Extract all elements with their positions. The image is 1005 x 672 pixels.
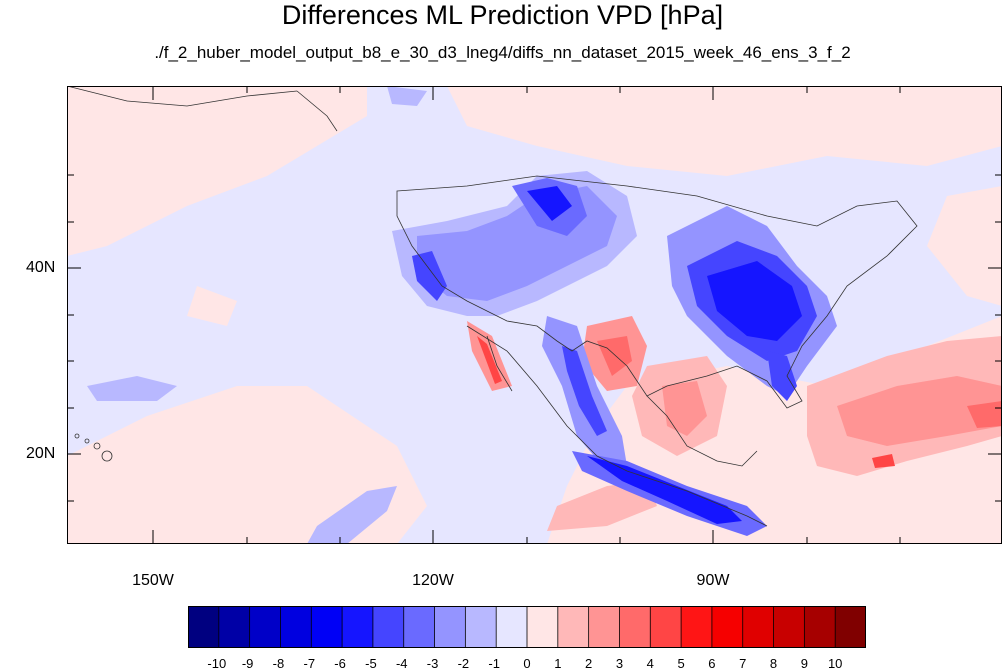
colorbar-swatches xyxy=(188,606,867,648)
colorbar-tick-label: -4 xyxy=(395,656,408,671)
colorbar-swatch xyxy=(650,606,682,648)
colorbar-tick-label: 7 xyxy=(739,656,747,671)
colorbar-swatch xyxy=(434,606,466,648)
colorbar-swatch xyxy=(188,606,220,648)
colorbar-tick-label: 0 xyxy=(523,656,531,671)
colorbar-tick-label: 5 xyxy=(677,656,685,671)
colorbar-swatch xyxy=(742,606,775,648)
colorbar-tick-label: -5 xyxy=(365,656,377,671)
colorbar-tick-label: -3 xyxy=(426,656,439,671)
colorbar-swatch xyxy=(835,606,867,648)
colorbar-tick-label: -6 xyxy=(334,656,346,671)
colorbar-swatch xyxy=(342,606,374,648)
colorbar-swatch xyxy=(496,606,528,648)
colorbar-swatch xyxy=(804,606,836,648)
colorbar-tick-label: -7 xyxy=(303,656,316,671)
colorbar-tick-label: -1 xyxy=(488,656,500,671)
colorbar-tick-label: 9 xyxy=(800,656,808,671)
colorbar xyxy=(188,606,867,648)
colorbar-tick-label: -8 xyxy=(272,656,285,671)
colorbar-swatch xyxy=(527,606,559,648)
colorbar-swatch xyxy=(280,606,312,648)
plot-subtitle: ./f_2_huber_model_output_b8_e_30_d3_lneg… xyxy=(154,43,851,62)
colorbar-tick-label: 1 xyxy=(554,656,562,671)
colorbar-swatch xyxy=(372,606,405,648)
colorbar-swatch xyxy=(249,606,281,648)
colorbar-tick-label: 8 xyxy=(769,656,778,671)
colorbar-tick-label: 10 xyxy=(827,656,843,671)
colorbar-swatch xyxy=(465,606,497,648)
colorbar-tick-label: 3 xyxy=(615,656,624,671)
colorbar-tick-label: 2 xyxy=(585,656,593,671)
colorbar-swatch xyxy=(311,606,343,648)
lat-label-20n: 20N xyxy=(26,445,56,462)
colorbar-tick-label: 4 xyxy=(646,656,654,671)
colorbar-tick-label: 6 xyxy=(708,656,716,671)
map-panel xyxy=(67,86,1002,544)
lon-label-120w: 120W xyxy=(412,572,454,589)
lon-label-150w: 150W xyxy=(132,572,174,589)
colorbar-border xyxy=(188,606,866,648)
lon-label-90w: 90W xyxy=(696,572,730,589)
colorbar-tick-label: -10 xyxy=(207,656,227,671)
colorbar-tick-label: -2 xyxy=(457,656,470,671)
colorbar-swatch xyxy=(557,606,590,648)
colorbar-tick-label: -9 xyxy=(241,656,254,671)
colorbar-swatch xyxy=(403,606,436,648)
colorbar-swatch xyxy=(681,606,713,648)
colorbar-swatch xyxy=(619,606,651,648)
vpd-difference-map xyxy=(67,86,1002,544)
colorbar-swatch xyxy=(711,606,744,648)
colorbar-swatch xyxy=(588,606,620,648)
plot-title: Differences ML Prediction VPD [hPa] xyxy=(281,0,724,30)
lat-label-40n: 40N xyxy=(26,259,56,276)
colorbar-swatch xyxy=(218,606,251,648)
colorbar-swatch xyxy=(773,606,805,648)
